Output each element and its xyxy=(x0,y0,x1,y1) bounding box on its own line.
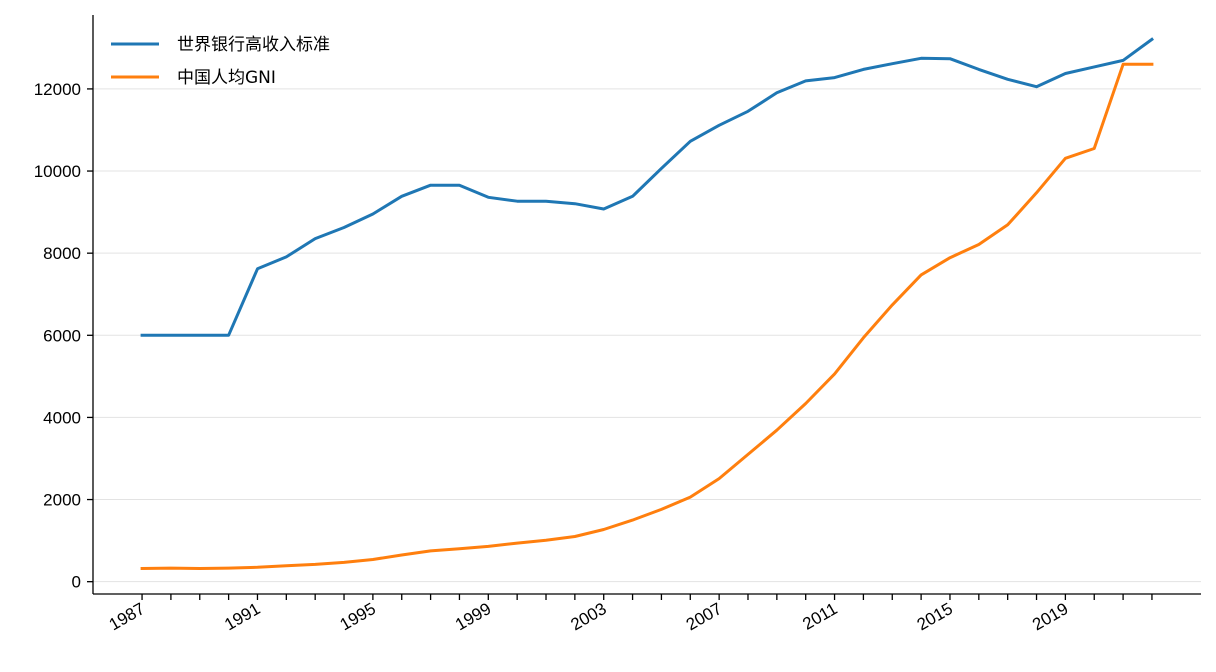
legend-label-0: 世界银行高收入标准 xyxy=(177,35,330,55)
y-axis-ticks: 0 2000 4000 6000 8000 10000 12000 xyxy=(34,80,93,592)
x-tick-label: 2011 xyxy=(799,599,840,634)
gridlines xyxy=(93,88,1201,583)
legend-label-1: 中国人均GNI xyxy=(177,68,276,88)
x-axis-ticks: 1987 1991 1995 1999 2003 2007 2011 2015 2019 xyxy=(106,594,1153,634)
x-tick-label: 1995 xyxy=(337,599,379,634)
series-line-1 xyxy=(140,62,1154,571)
axes xyxy=(92,15,1201,595)
y-tick-label: 2000 xyxy=(43,491,81,510)
x-tick-label: 1991 xyxy=(221,599,263,634)
x-tick-label: 1987 xyxy=(106,599,148,634)
x-tick-label: 2003 xyxy=(567,599,609,634)
y-tick-label: 8000 xyxy=(43,244,81,263)
y-tick-label: 0 xyxy=(72,573,81,592)
x-tick-label: 2019 xyxy=(1029,599,1071,634)
x-tick-label: 1999 xyxy=(452,599,494,634)
series-lines xyxy=(140,37,1154,571)
x-tick-label: 2007 xyxy=(683,599,725,634)
y-tick-label: 12000 xyxy=(34,80,81,99)
series-line-0 xyxy=(140,37,1154,337)
y-tick-label: 4000 xyxy=(43,408,81,427)
y-tick-label: 10000 xyxy=(34,162,81,181)
x-tick-label: 2015 xyxy=(914,599,956,634)
y-tick-label: 6000 xyxy=(43,326,81,345)
